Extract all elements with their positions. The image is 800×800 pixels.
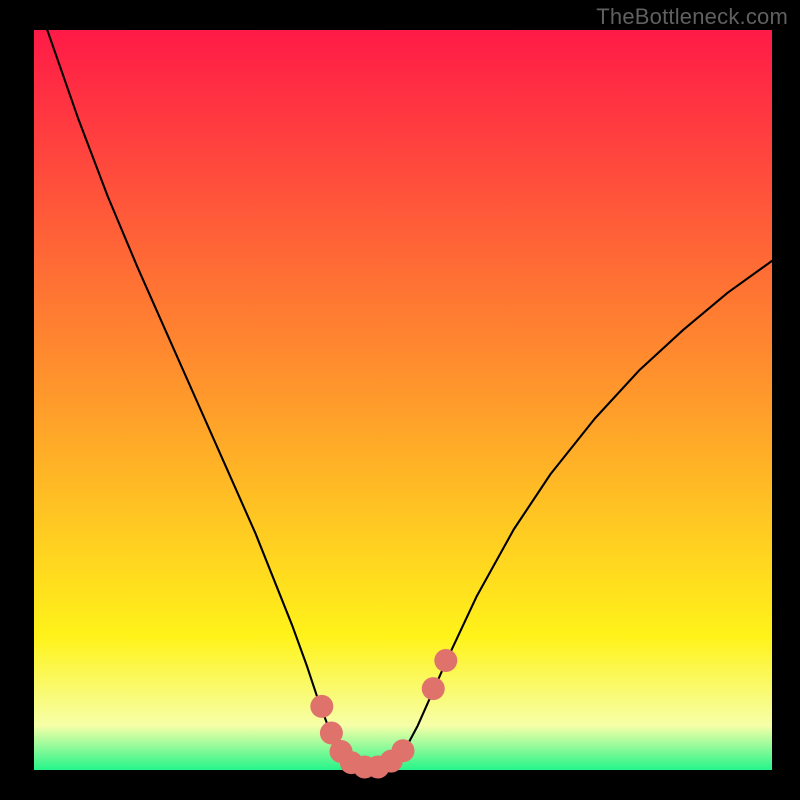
plot-gradient-area <box>34 30 772 770</box>
bottleneck-curve <box>47 30 772 769</box>
marker-group <box>310 649 457 779</box>
chart-svg <box>34 30 772 770</box>
curve-marker <box>392 739 415 762</box>
curve-marker <box>310 695 333 718</box>
curve-marker <box>422 677 445 700</box>
curve-marker <box>434 649 457 672</box>
watermark-text: TheBottleneck.com <box>596 4 788 30</box>
